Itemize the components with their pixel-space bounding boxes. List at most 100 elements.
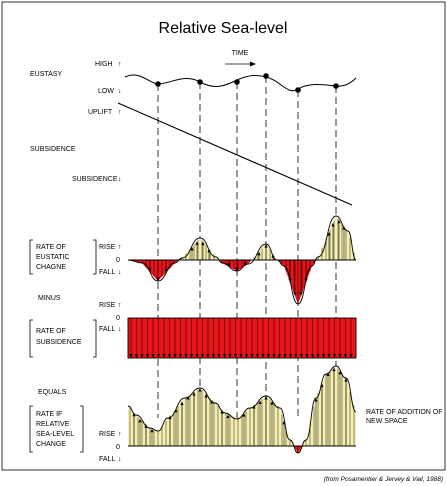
rate-arrow-head — [227, 263, 231, 267]
rate-arrow-head — [272, 354, 276, 358]
up-arrow-icon: ↑ — [118, 61, 122, 68]
minus-label: MINUS — [38, 295, 61, 302]
rate-arrow-head — [305, 354, 309, 358]
rate-arrow-head — [331, 222, 335, 227]
rate-arrow-head — [140, 354, 144, 358]
relative-rate-chart — [127, 365, 357, 454]
rate-arrow-head — [162, 354, 166, 358]
rate-arrow-head — [167, 354, 172, 358]
rate-arrow-head — [233, 354, 238, 358]
rate-relative-line2: RELATIVE — [36, 421, 70, 428]
bracket — [29, 239, 33, 275]
rate-relative-line3: SEA-LEVEL — [36, 431, 74, 438]
rate-arrow-head — [134, 354, 139, 358]
equals-label: EQUALS — [38, 389, 67, 396]
rate-arrow-head — [294, 354, 298, 358]
rate-arrow-head — [316, 354, 320, 358]
rate-arrow-head — [337, 219, 341, 224]
rate-arrow-head — [293, 292, 297, 296]
rise-area — [128, 366, 356, 446]
rate-arrow-head — [222, 354, 227, 358]
eustatic-rate-chart — [127, 215, 357, 305]
eustasy-curve — [124, 74, 357, 92]
rate-arrow-head — [156, 354, 161, 358]
rate-arrow-head — [145, 354, 150, 358]
rise-label: RISE — [99, 431, 116, 438]
up-arrow-icon: ↑ — [118, 431, 122, 438]
rate-arrow-head — [200, 354, 205, 358]
rise-label: RISE — [99, 244, 116, 251]
down-arrow-icon: ↓ — [118, 176, 122, 183]
rate-arrow-head — [204, 394, 208, 398]
rate-arrow-head — [257, 251, 261, 256]
fall-label: FALL — [99, 269, 115, 276]
subsidence-heading: SUBSIDENCE — [30, 146, 76, 153]
rate-arrow-head — [299, 292, 303, 296]
rate-arrow-head — [129, 354, 133, 358]
rate-arrow-head — [239, 354, 243, 358]
rate-arrow-head — [226, 414, 230, 418]
rate-arrow-head — [250, 354, 254, 358]
rate-arrow-head — [344, 378, 348, 382]
rate-curve — [127, 215, 357, 305]
rate-arrow-head — [332, 367, 336, 372]
rate-arrow-head — [327, 354, 331, 358]
rate-arrow-head — [338, 354, 342, 358]
rate-arrow-head — [138, 418, 142, 423]
rate-arrow-head — [255, 354, 260, 358]
subsidence-line — [117, 102, 353, 206]
rate-arrow-head — [178, 354, 183, 358]
curve-point — [333, 83, 339, 89]
figure-frame — [1, 1, 446, 471]
low-label: LOW — [98, 88, 114, 95]
zero-label: 0 — [116, 444, 120, 451]
fall-area — [128, 260, 356, 304]
rate-relative-line1: RATE IF — [36, 411, 62, 418]
zero-label: 0 — [116, 257, 120, 264]
rate-arrow-head — [261, 354, 265, 358]
down-arrow-icon: ↓ — [118, 269, 122, 276]
rate-arrow-head — [326, 372, 330, 376]
high-label: HIGH — [95, 61, 113, 68]
rate-arrow-head — [173, 354, 177, 358]
rate-arrow-head — [314, 398, 318, 402]
rate-arrow-head — [244, 354, 249, 358]
rate-arrow-head — [288, 354, 293, 358]
fall-label: FALL — [99, 456, 115, 463]
subsidence-label: SUBSIDENCE — [72, 176, 118, 183]
rate-arrow-head — [195, 354, 199, 358]
rate-arrow-head — [186, 396, 190, 400]
rate-arrow-head — [211, 354, 216, 358]
rate-arrow-head — [189, 354, 194, 358]
rate-arrow-head — [277, 354, 282, 358]
rate-arrow-head — [190, 246, 194, 251]
rise-label: RISE — [99, 302, 116, 309]
zero-label: 0 — [116, 315, 120, 322]
down-arrow-icon: ↓ — [118, 88, 122, 95]
rate-arrow-head — [195, 241, 199, 245]
bracket — [29, 405, 33, 453]
rate-arrow-head — [198, 388, 202, 392]
rate-arrow-head — [192, 392, 196, 396]
rate-arrow-head — [332, 354, 337, 358]
rate-arrow-head — [338, 370, 342, 375]
curve-point — [234, 79, 240, 85]
bracket — [93, 319, 97, 358]
fall-label: FALL — [99, 326, 115, 333]
time-markers — [157, 76, 337, 420]
rate-arrow-head — [310, 354, 315, 358]
rate-arrow-head — [270, 401, 274, 405]
bracket — [29, 319, 33, 358]
figure-title: Relative Sea-level — [159, 20, 288, 37]
rate-arrow-head — [266, 354, 271, 358]
up-arrow-icon: ↑ — [118, 109, 122, 116]
curve-point — [197, 79, 203, 85]
eustasy-points — [155, 73, 339, 93]
rate-arrow-head — [150, 428, 154, 433]
rate-arrow-head — [283, 354, 287, 358]
fall-area — [128, 446, 356, 453]
new-space-line1: RATE OF ADDITION OF — [366, 409, 442, 416]
rate-arrow-head — [156, 277, 160, 281]
rate-arrow-head — [184, 354, 188, 358]
rate-arrow-head — [228, 354, 232, 358]
